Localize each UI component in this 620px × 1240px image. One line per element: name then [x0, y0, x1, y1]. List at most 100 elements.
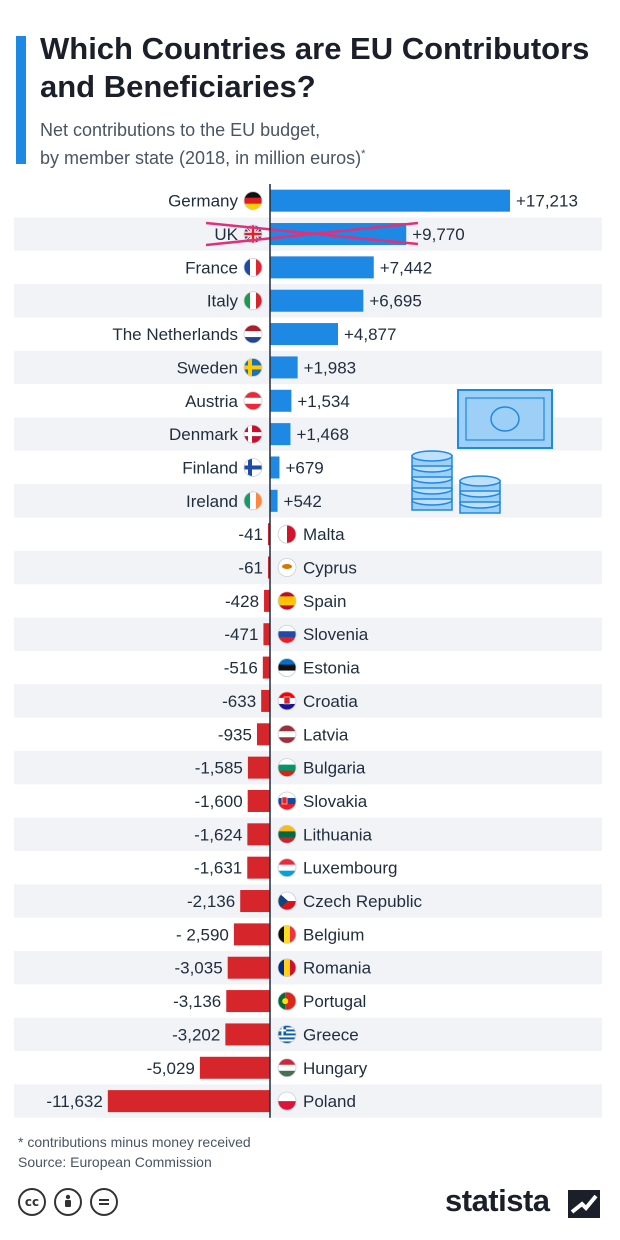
category-label-spain: Spain — [303, 592, 346, 611]
bar-italy — [270, 289, 364, 312]
statista-logo[interactable]: statista — [445, 1183, 550, 1218]
row-latvia: Latvia -935 — [218, 723, 349, 746]
row-stripe — [14, 617, 602, 651]
row-france: France +7,442 — [185, 256, 432, 279]
row-luxembourg: Luxembourg -1,631 — [194, 856, 398, 879]
malta-flag-outline — [277, 524, 297, 544]
row-hungary: Hungary -5,029 — [147, 1056, 368, 1079]
row-slovakia: Slovakia -1,600 — [194, 789, 368, 812]
category-label-hungary: Hungary — [303, 1059, 368, 1078]
category-label-estonia: Estonia — [303, 659, 360, 678]
chart-subtitle: Net contributions to the EU budget, by m… — [40, 118, 600, 170]
coin-stack-left-icon — [411, 450, 453, 511]
category-label-denmark: Denmark — [169, 425, 238, 444]
lithuania-flag-outline — [277, 824, 297, 844]
belgium-flag-outline — [277, 924, 297, 944]
category-label-ireland: Ireland — [186, 492, 238, 511]
value-label-ireland: +542 — [284, 492, 322, 511]
category-label-france: France — [185, 258, 238, 277]
portugal-flag-icon — [278, 992, 296, 1011]
footnote-block: * contributions minus money received Sou… — [18, 1132, 251, 1172]
row-poland: Poland -11,632 — [14, 1084, 602, 1118]
value-label-greece: -3,202 — [172, 1025, 220, 1044]
value-label-slovenia: -471 — [224, 625, 258, 644]
value-label-germany: +17,213 — [516, 192, 578, 211]
category-label-malta: Malta — [303, 525, 345, 544]
row-ireland: Ireland +542 — [14, 484, 602, 518]
value-label-france: +7,442 — [380, 258, 432, 277]
bar-portugal — [226, 990, 270, 1013]
footnote-text: * contributions minus money received — [18, 1134, 251, 1150]
bar-poland — [107, 1090, 270, 1113]
value-label-spain: -428 — [225, 592, 259, 611]
bar-estonia — [262, 656, 270, 679]
value-label-malta: -41 — [238, 525, 263, 544]
italy-flag-icon — [244, 291, 262, 310]
row-stripe — [14, 1017, 602, 1052]
value-label-austria: +1,534 — [297, 392, 349, 411]
finland-flag-outline — [243, 458, 263, 477]
banknote-icon — [457, 389, 553, 449]
greece-flag-outline — [277, 1025, 297, 1044]
france-flag-icon — [244, 258, 262, 277]
subtitle-line-2: by member state (2018, in million euros)… — [40, 142, 600, 170]
latvia-flag-icon — [278, 725, 296, 744]
italy-flag-outline — [243, 291, 263, 311]
luxembourg-flag-outline — [277, 858, 297, 878]
row-stripe — [14, 684, 602, 718]
row-czech-republic: Czech Republic -2,136 — [14, 884, 602, 918]
row-finland: Finland +679 — [182, 456, 324, 479]
no-derivatives-icon[interactable] — [90, 1188, 118, 1216]
czech-republic-flag-outline — [277, 891, 297, 911]
bar-spain — [264, 589, 270, 612]
denmark-flag-outline — [243, 424, 263, 444]
bar-finland — [270, 456, 280, 479]
row-portugal: Portugal -3,136 — [173, 990, 366, 1013]
row-romania: Romania -3,035 — [14, 951, 602, 985]
category-label-portugal: Portugal — [303, 992, 366, 1011]
attribution-icon[interactable] — [54, 1188, 82, 1216]
category-label-austria: Austria — [185, 392, 238, 411]
bar-hungary — [199, 1056, 270, 1079]
bar-belgium — [233, 923, 270, 946]
row-estonia: Estonia -516 — [224, 656, 360, 679]
accent-bar — [16, 36, 26, 164]
romania-flag-icon — [278, 958, 296, 977]
value-label-hungary: -5,029 — [147, 1059, 195, 1078]
bar-malta — [268, 523, 270, 546]
value-label-belgium: - 2,590 — [176, 925, 229, 944]
crossout-line-2 — [205, 221, 419, 247]
spain-flag-icon — [278, 591, 296, 610]
bar-ireland — [270, 489, 278, 512]
the-netherlands-flag-icon — [244, 325, 262, 344]
finland-flag-icon — [244, 458, 262, 477]
subtitle-line-1: Net contributions to the EU budget, — [40, 120, 321, 140]
row-italy: Italy +6,695 — [14, 284, 602, 318]
slovenia-flag-icon — [278, 625, 296, 644]
cc-icon[interactable]: cc — [18, 1188, 46, 1216]
row-stripe — [14, 817, 602, 851]
slovakia-flag-outline — [277, 791, 297, 811]
greece-flag-icon — [278, 1025, 296, 1044]
ireland-flag-icon — [244, 491, 262, 510]
coin-stack-right-icon — [459, 475, 501, 514]
cyprus-flag-outline — [277, 558, 297, 577]
bar-germany — [270, 189, 510, 212]
bar-chart: Germany +17,213 UK +9,770 France +7,442 Italy +… — [14, 184, 602, 1118]
row-sweden: Sweden +1,983 — [14, 350, 602, 385]
row-stripe — [14, 884, 602, 918]
portugal-flag-outline — [277, 991, 297, 1011]
value-label-slovakia: -1,600 — [194, 792, 242, 811]
value-label-portugal: -3,136 — [173, 992, 221, 1011]
value-label-lithuania: -1,624 — [194, 825, 242, 844]
row-cyprus: Cyprus -61 — [14, 550, 602, 585]
sweden-flag-outline — [243, 358, 263, 377]
row-stripe — [14, 350, 602, 385]
denmark-flag-icon — [244, 425, 262, 444]
ireland-flag-outline — [243, 491, 263, 511]
value-label-czech-republic: -2,136 — [187, 892, 235, 911]
value-label-croatia: -633 — [222, 692, 256, 711]
luxembourg-flag-icon — [278, 858, 296, 877]
france-flag-outline — [243, 257, 263, 277]
croatia-flag-outline — [277, 691, 297, 711]
